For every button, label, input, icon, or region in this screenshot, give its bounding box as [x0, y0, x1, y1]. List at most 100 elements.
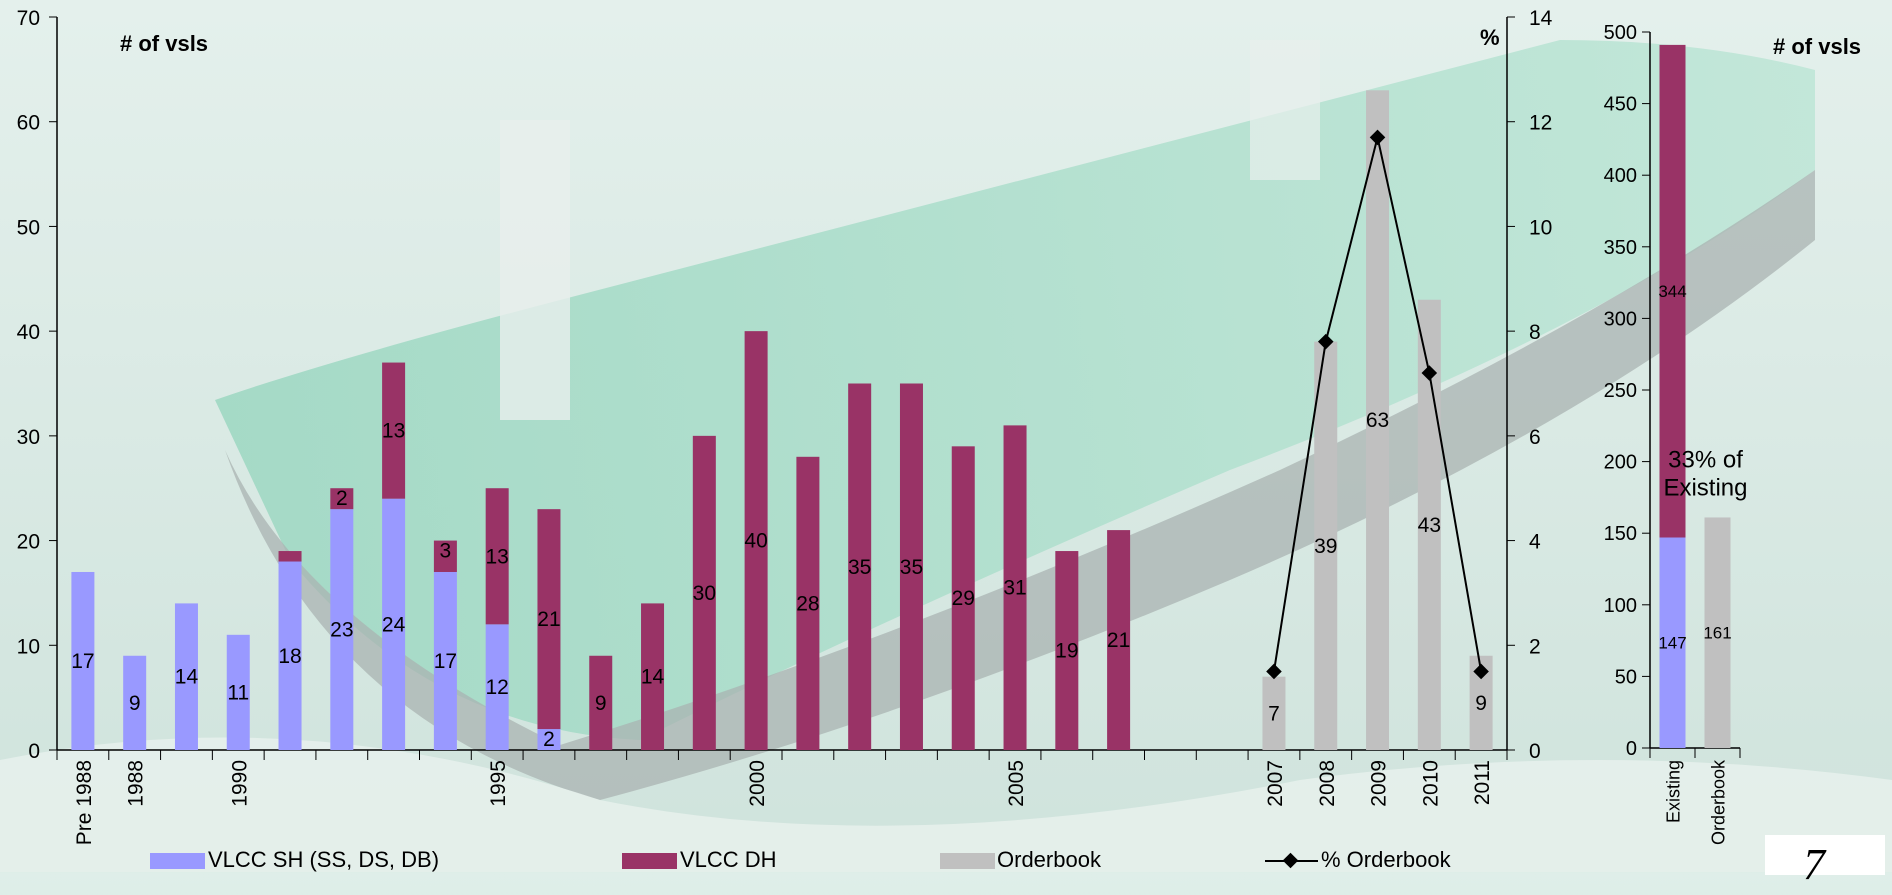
side-axes: 0 50 100 150 200 250 300 350 400 450 500 Existing Or…: [1604, 22, 1741, 845]
bar-segment: [537, 729, 561, 750]
bar-segment: [485, 488, 509, 625]
bar-value-label: 43: [1418, 514, 1441, 537]
side-y-tick-label: 250: [1604, 380, 1637, 402]
side-chart: 0 50 100 150 200 250 300 350 400 450 500 Existing Or…: [1604, 22, 1861, 845]
side-bar-segment: [1704, 517, 1731, 748]
y2-tick-label: 4: [1529, 531, 1541, 554]
side-y-tick-label: 400: [1604, 165, 1637, 187]
legend-label-orderbook: Orderbook: [997, 847, 1102, 872]
side-bar-segment: [1659, 44, 1686, 538]
side-y-tick-label: 500: [1604, 22, 1637, 44]
bar-segment: [433, 571, 457, 750]
legend-line-marker: [1282, 852, 1299, 869]
bar-segment: [485, 624, 509, 750]
bar-value-label: 18: [278, 645, 301, 668]
y-tick-label: 60: [17, 112, 40, 135]
legend-label-sh: VLCC SH (SS, DS, DB): [208, 847, 439, 872]
bar-segment: [278, 561, 302, 750]
x-tick-label: 2009: [1368, 760, 1391, 807]
page-number: 7: [1765, 835, 1885, 889]
right-axis-title: %: [1480, 25, 1500, 50]
x-tick-label: 2010: [1419, 760, 1442, 807]
side-y-tick-label: 0: [1626, 738, 1637, 760]
side-x-tick-label: Orderbook: [1709, 759, 1729, 845]
vessel-background-image: [0, 0, 1892, 872]
bar-value-label: 30: [693, 582, 716, 605]
bar-value-label: 3: [440, 540, 452, 563]
bar-value-label: 14: [175, 666, 199, 689]
y2-tick-label: 6: [1529, 426, 1541, 449]
annotation-line-2: Existing: [1663, 474, 1747, 501]
bar-value-label: 13: [485, 545, 508, 568]
bar-segment: [1314, 341, 1338, 750]
legend-label-pct-orderbook: % Orderbook: [1321, 847, 1452, 872]
bar-segment: [330, 509, 354, 750]
pct-orderbook-point: [1266, 663, 1282, 680]
side-y-tick-label: 350: [1604, 237, 1637, 259]
side-bars: [1659, 44, 1731, 748]
side-bar-segment: [1659, 537, 1686, 748]
bar-value-label: 21: [537, 608, 560, 631]
y2-tick-label: 10: [1529, 216, 1552, 239]
y-tick-label: 20: [17, 531, 40, 554]
x-tick-label: 2008: [1316, 760, 1339, 807]
side-bar-value-label: 344: [1658, 282, 1686, 301]
y2-tick-label: 0: [1529, 740, 1541, 763]
legend-swatch-sh: [150, 853, 205, 869]
pct-orderbook-point: [1473, 663, 1489, 680]
bar-segment: [123, 655, 147, 750]
pct-orderbook-point: [1369, 129, 1386, 146]
bar-value-label: 2: [543, 728, 555, 751]
y2-tick-label: 8: [1529, 321, 1541, 344]
x-tick-label: 1990: [228, 760, 251, 807]
bar-segment: [744, 331, 768, 750]
bar-value-label: 7: [1268, 702, 1280, 725]
side-y-tick-label: 100: [1604, 595, 1637, 617]
side-bar-value-label: 161: [1703, 624, 1731, 643]
legend-label-dh: VLCC DH: [680, 847, 777, 872]
side-x-tick-label: Existing: [1664, 760, 1684, 823]
bar-value-label: 39: [1314, 535, 1337, 558]
x-tick-label: 1988: [125, 760, 148, 807]
y2-tick-label: 2: [1529, 635, 1541, 658]
x-tick-label: 2005: [1005, 760, 1028, 807]
side-bar-value-label: 147: [1658, 634, 1686, 653]
bar-segment: [433, 540, 457, 572]
y-tick-label: 50: [17, 216, 40, 239]
bar-value-label: 9: [595, 692, 607, 715]
legend-swatch-orderbook: [940, 853, 995, 869]
bar-value-label: 35: [848, 556, 871, 579]
bar-segment: [1417, 299, 1441, 750]
bar-segment: [226, 634, 250, 750]
legend-swatch-dh: [622, 853, 677, 869]
bar-segment: [174, 603, 198, 750]
x-tick-label: 2000: [746, 760, 769, 807]
main-bars: [71, 90, 1493, 751]
bar-segment: [1003, 425, 1027, 750]
x-tick-label: Pre 1988: [73, 760, 96, 845]
bar-value-label: 24: [382, 613, 406, 636]
bar-value-label: 31: [1003, 577, 1026, 600]
y-tick-label: 70: [17, 7, 40, 30]
bar-value-label: 28: [796, 592, 819, 615]
y2-tick-label: 14: [1529, 7, 1553, 30]
bar-value-label: 11: [227, 681, 249, 704]
bar-segment: [899, 383, 923, 750]
bar-value-label: 17: [71, 650, 94, 673]
left-axis-title: # of vsls: [120, 31, 208, 56]
legend: VLCC SH (SS, DS, DB) VLCC DH Orderbook %…: [150, 847, 1452, 872]
bar-segment: [589, 655, 613, 750]
bar-segment: [1469, 655, 1493, 750]
bar-segment: [1107, 530, 1131, 750]
bar-segment: [278, 551, 302, 562]
bar-segment: [382, 362, 406, 499]
bar-value-label: 14: [641, 666, 665, 689]
bar-segment: [641, 603, 665, 750]
bar-value-label: 35: [900, 556, 923, 579]
bar-segment: [848, 383, 872, 750]
annotation-line-1: 33% of: [1668, 446, 1743, 473]
y-tick-label: 0: [28, 740, 40, 763]
bar-segment: [1366, 90, 1390, 751]
x-tick-label: 2011: [1471, 760, 1494, 805]
